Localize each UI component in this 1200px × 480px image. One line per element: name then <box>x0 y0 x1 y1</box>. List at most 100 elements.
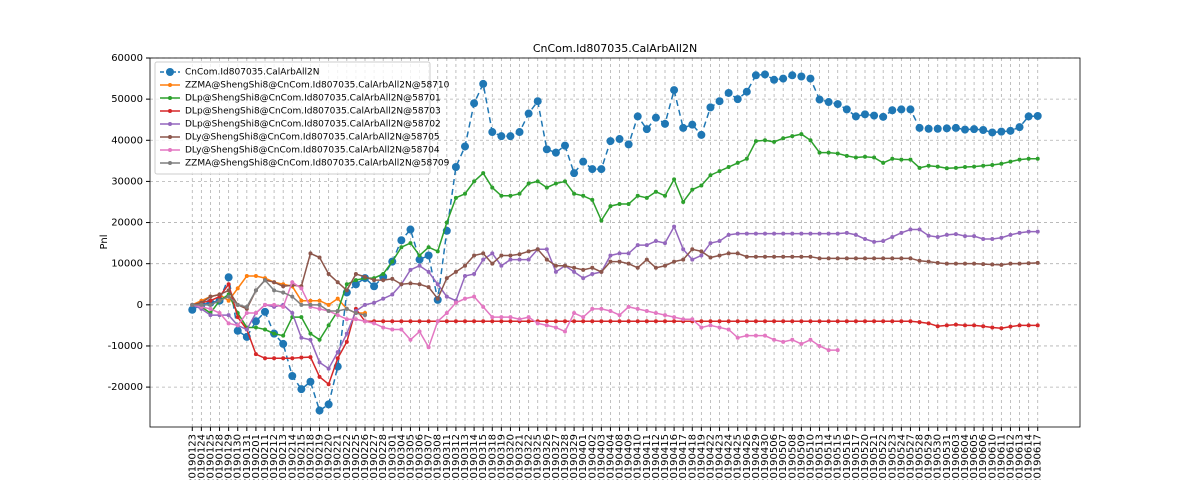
x-tick-label: 20190410 <box>633 434 644 480</box>
data-point <box>335 356 340 361</box>
data-point <box>472 294 477 299</box>
data-point <box>299 355 304 360</box>
data-point <box>290 356 295 361</box>
data-point <box>326 302 331 307</box>
data-point <box>963 323 967 328</box>
data-point <box>290 311 295 316</box>
data-point <box>653 189 658 194</box>
data-point <box>363 274 367 279</box>
data-point <box>672 224 677 229</box>
data-point <box>881 319 886 324</box>
data-point <box>797 72 806 81</box>
data-point <box>453 195 458 200</box>
data-point <box>763 333 767 338</box>
data-point <box>426 245 431 250</box>
data-point <box>851 112 860 121</box>
data-point <box>944 261 949 266</box>
data-point <box>853 232 858 237</box>
data-point <box>799 132 804 137</box>
x-tick-label: 20190515 <box>833 434 844 480</box>
data-point <box>915 123 924 132</box>
data-point <box>317 337 322 342</box>
data-point <box>979 125 988 134</box>
x-tick-label: 20190307 <box>424 434 435 480</box>
data-point <box>408 281 413 286</box>
x-tick-label: 20190521 <box>869 434 880 480</box>
data-point <box>1035 229 1040 234</box>
data-point <box>435 282 440 287</box>
x-tick-label: 20190218 <box>305 434 316 480</box>
plot-frame <box>149 57 1081 428</box>
data-point <box>553 181 558 186</box>
data-point <box>861 110 869 119</box>
data-point <box>308 298 313 303</box>
data-point <box>463 263 467 268</box>
data-point <box>490 251 495 256</box>
data-point <box>372 300 377 305</box>
data-point <box>263 356 267 361</box>
data-point <box>217 292 222 297</box>
data-point <box>844 256 849 261</box>
x-tick-label: 20190510 <box>805 434 816 480</box>
y-tick-label: -10000 <box>108 341 143 352</box>
data-point <box>351 280 360 289</box>
data-point <box>742 87 751 96</box>
data-point <box>772 231 777 236</box>
data-point <box>853 319 858 324</box>
data-point <box>644 257 649 262</box>
x-tick-label: 20190329 <box>569 434 580 480</box>
legend-label: DLy@ShengShi8@CnCom.Id807035.CalArbAll2N… <box>185 133 440 143</box>
data-point <box>935 260 940 265</box>
data-point <box>990 162 995 167</box>
data-point <box>781 254 786 259</box>
data-point <box>415 255 424 264</box>
y-tick-label: 0 <box>137 300 143 311</box>
data-point <box>508 253 513 258</box>
data-point <box>408 337 413 342</box>
data-point <box>981 324 986 329</box>
data-point <box>953 261 958 266</box>
data-point <box>844 319 849 324</box>
data-point <box>963 261 967 266</box>
x-tick-label: 20190523 <box>887 434 898 480</box>
data-point <box>735 251 740 256</box>
legend-label: DLy@ShengShi8@CnCom.Id807035.CalArbAll2N… <box>185 146 440 156</box>
data-point <box>724 88 733 97</box>
data-point <box>835 348 840 353</box>
data-point <box>435 319 440 324</box>
x-tick-label: 20190617 <box>1033 434 1044 480</box>
x-tick-label: 20190321 <box>515 434 526 480</box>
data-point <box>688 120 697 129</box>
data-point <box>790 231 795 236</box>
data-point <box>579 157 588 166</box>
x-tick-label: 20190613 <box>1015 434 1026 480</box>
x-tick-label: 20190508 <box>787 434 798 480</box>
data-point <box>717 253 722 258</box>
data-point <box>608 259 613 264</box>
legend-marker <box>168 109 172 113</box>
data-point <box>472 253 477 258</box>
data-point <box>281 304 286 309</box>
data-point <box>679 123 688 132</box>
x-tick-label: 20190409 <box>624 434 635 480</box>
data-point <box>472 179 477 184</box>
series-line <box>192 133 1038 341</box>
x-tick-label: 20190220 <box>324 434 335 480</box>
data-point <box>581 315 586 320</box>
data-point <box>499 193 504 198</box>
x-tick-label: 20190312 <box>451 434 462 480</box>
x-tick-label: 20190416 <box>669 434 680 480</box>
data-point <box>590 197 595 202</box>
x-tick-label: 20190507 <box>778 434 789 480</box>
data-point <box>1008 324 1013 329</box>
data-point <box>326 366 331 371</box>
data-point <box>381 271 386 276</box>
data-point <box>299 302 304 307</box>
data-point <box>217 311 222 316</box>
data-point <box>572 265 577 270</box>
data-point <box>272 331 277 336</box>
data-point <box>372 278 377 283</box>
data-point <box>317 255 322 260</box>
data-point <box>235 323 240 328</box>
data-point <box>290 280 295 285</box>
